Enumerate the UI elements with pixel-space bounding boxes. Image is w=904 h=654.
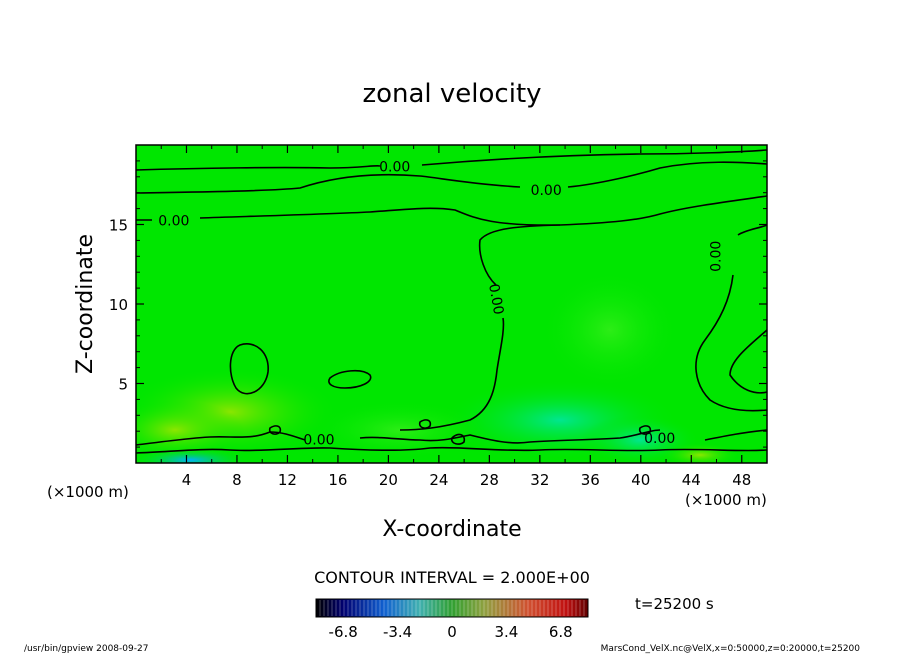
contour-label: 0.00 xyxy=(485,282,506,315)
colorbar-bar xyxy=(315,598,589,618)
x-tick-label: 36 xyxy=(581,471,600,489)
plot-area: 0.00 0.00 0.00 0.00 0.00 0.00 0.00 xyxy=(136,145,767,463)
x-tick-label: 44 xyxy=(682,471,701,489)
x-axis-label: X-coordinate xyxy=(382,517,521,542)
contour-line xyxy=(695,224,767,412)
contour-label: 0.00 xyxy=(379,159,410,175)
contour-label: 0.00 xyxy=(644,431,675,447)
y-axis: 5 10 15 xyxy=(109,160,767,448)
contour-line xyxy=(136,429,767,446)
time-label: t=25200 s xyxy=(635,595,714,613)
y-tick-label: 5 xyxy=(118,376,128,394)
x-tick-label: 24 xyxy=(429,471,448,489)
x-tick-label: 40 xyxy=(631,471,650,489)
contour-label: 0.00 xyxy=(709,241,725,272)
x-tick-label: 16 xyxy=(328,471,347,489)
contour-line xyxy=(638,425,652,435)
x-unit-left: (×1000 m) xyxy=(47,483,129,501)
contour-line xyxy=(729,329,767,394)
contour-line xyxy=(328,369,372,389)
x-tick-label: 4 xyxy=(182,471,192,489)
contour-line xyxy=(268,425,282,435)
colorbar-tick-label: 3.4 xyxy=(494,623,518,641)
contour-line xyxy=(136,195,767,226)
contour-labels: 0.00 0.00 0.00 0.00 0.00 0.00 0.00 xyxy=(158,159,724,448)
colorbar-tick-label: 0 xyxy=(447,623,457,641)
x-tick-label: 12 xyxy=(278,471,297,489)
chart-title: zonal velocity xyxy=(362,79,541,109)
x-tick-label: 8 xyxy=(232,471,242,489)
contour-interval-label: CONTOUR INTERVAL = 2.000E+00 xyxy=(314,568,590,587)
contour-line xyxy=(418,419,432,429)
contour-label: 0.00 xyxy=(158,213,189,229)
x-unit-right: (×1000 m) xyxy=(685,491,767,509)
colorbar-ticks: -6.8 -3.4 0 3.4 6.8 xyxy=(329,623,573,641)
contour-line xyxy=(136,161,767,194)
y-tick-label: 10 xyxy=(109,296,128,314)
footer-left: /usr/bin/gpview 2008-09-27 xyxy=(24,644,148,654)
y-tick-label: 15 xyxy=(109,217,128,235)
colorbar-tick-label: -3.4 xyxy=(383,623,412,641)
contour-label: 0.00 xyxy=(531,183,562,199)
x-tick-label: 28 xyxy=(480,471,499,489)
contour-line xyxy=(450,433,466,445)
contour-line xyxy=(136,446,767,454)
y-axis-label: Z-coordinate xyxy=(73,234,98,374)
footer-right: MarsCond_VelX.nc@VelX,x=0:50000,z=0:2000… xyxy=(601,644,861,654)
contour-label: 0.00 xyxy=(303,433,334,449)
contour-lines xyxy=(136,149,767,454)
contour-line xyxy=(399,224,561,431)
x-tick-label: 48 xyxy=(732,471,751,489)
contour-line xyxy=(136,149,767,171)
x-axis: 4 8 12 16 20 24 28 32 36 40 44 48 xyxy=(160,145,751,489)
colorbar-tick-label: -6.8 xyxy=(329,623,358,641)
contour-line xyxy=(229,343,269,395)
x-tick-label: 32 xyxy=(530,471,549,489)
colorbar: -6.8 -3.4 0 3.4 6.8 xyxy=(315,598,589,641)
colorbar-stripes xyxy=(319,600,585,616)
colorbar-tick-label: 6.8 xyxy=(549,623,573,641)
x-tick-label: 20 xyxy=(379,471,398,489)
